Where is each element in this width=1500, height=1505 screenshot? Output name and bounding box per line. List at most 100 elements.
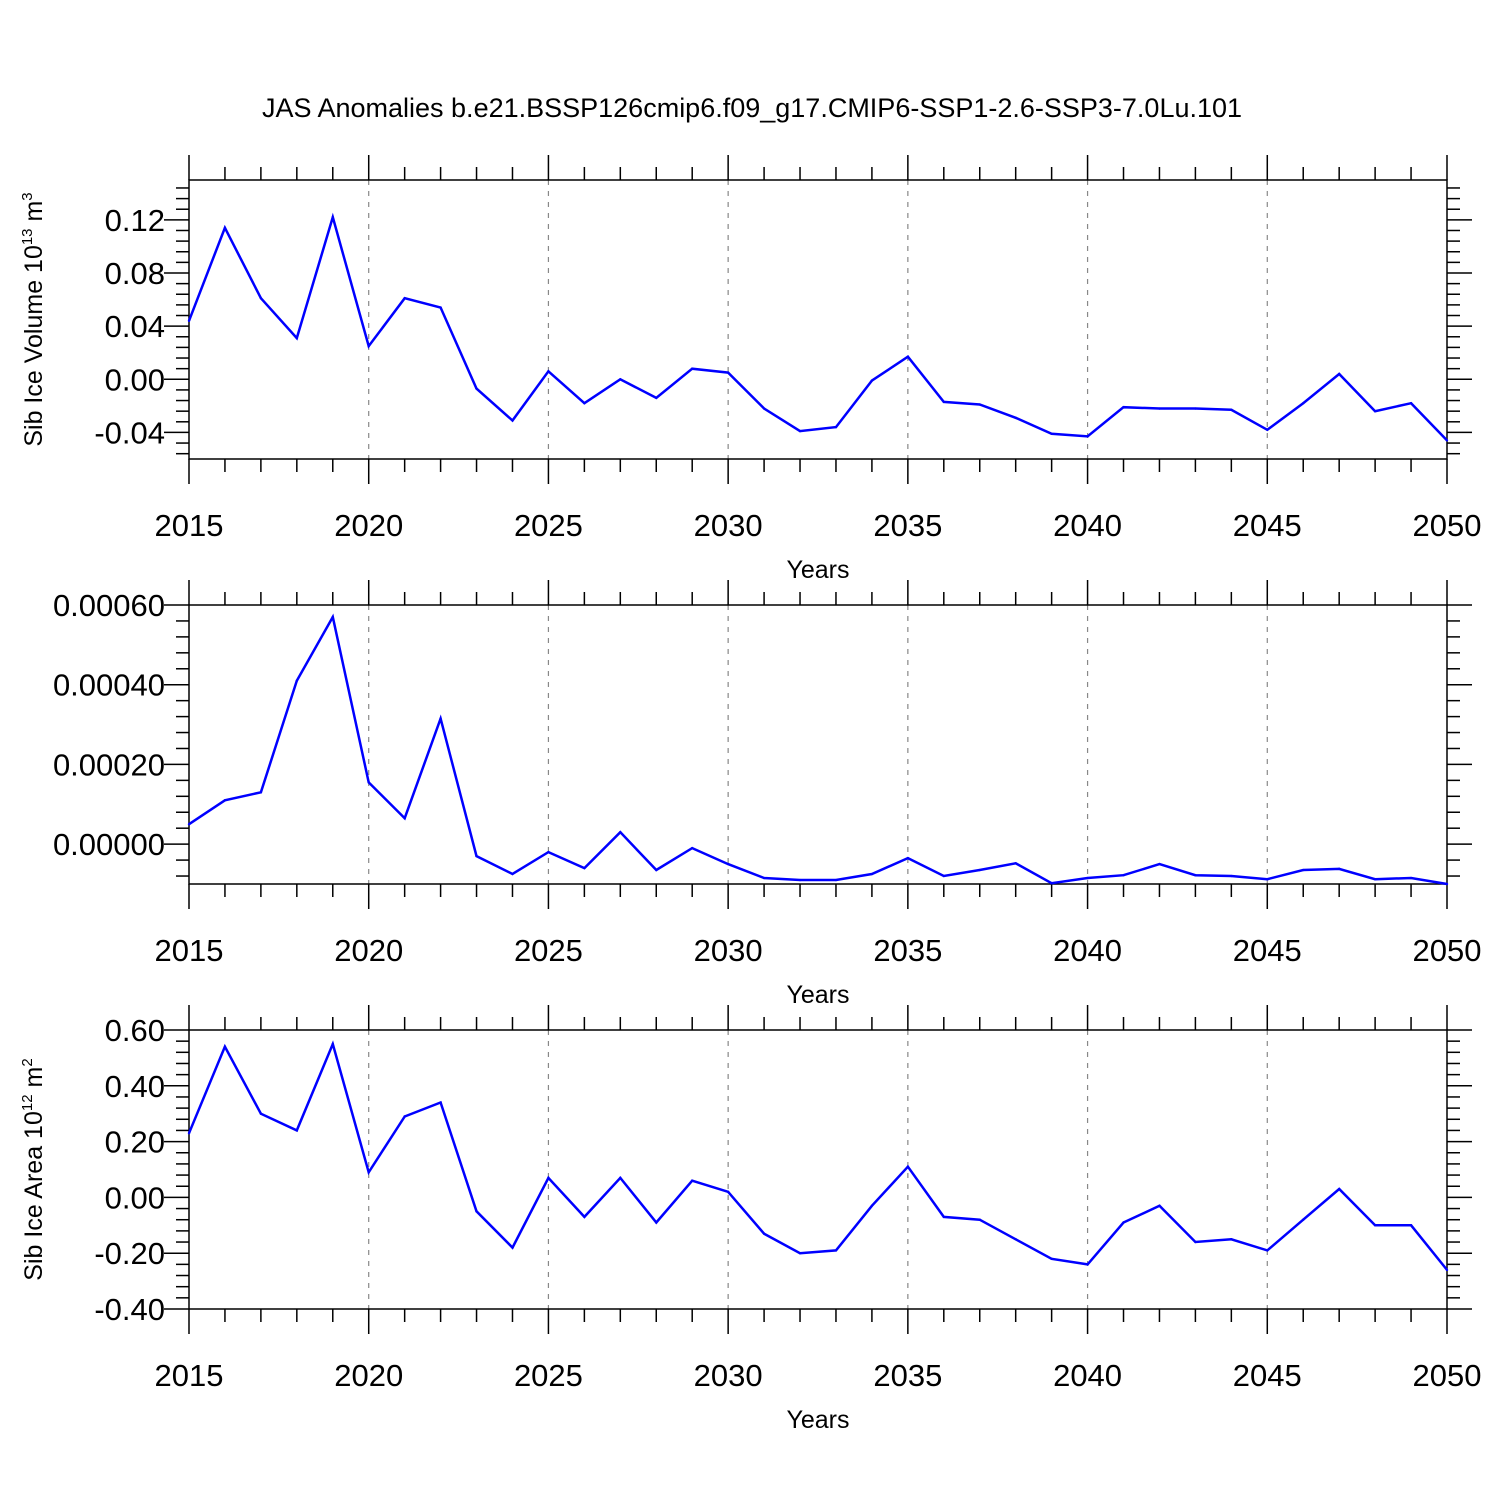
y-tick-label: -0.20 (94, 1236, 165, 1271)
data-point (1409, 1224, 1413, 1227)
y-tick-label: 0.00000 (53, 827, 165, 862)
data-point (223, 1045, 227, 1048)
data-point (834, 425, 838, 429)
x-tick-label: 2040 (1053, 1358, 1122, 1393)
x-tick-label: 2035 (873, 1358, 942, 1393)
data-point (762, 407, 766, 410)
y-axis-label-unit-exponent: 2 (19, 1058, 36, 1066)
data-point (1158, 862, 1161, 866)
y-tick-label: 0.12 (105, 203, 165, 238)
data-point (1302, 1218, 1305, 1221)
data-point (583, 1215, 586, 1219)
data-point (978, 403, 981, 406)
data-point (978, 1218, 981, 1221)
x-tick-label: 2035 (873, 933, 942, 968)
data-point (1158, 1204, 1161, 1207)
data-point (1086, 435, 1089, 438)
data-point (475, 1210, 478, 1213)
data-point (259, 1112, 263, 1115)
data-point (439, 1101, 442, 1104)
x-tick-label: 2025 (514, 933, 583, 968)
data-point (331, 1042, 334, 1046)
data-point (619, 1176, 622, 1180)
data-point (1373, 409, 1377, 413)
data-point (798, 1252, 802, 1255)
series-line-middle (188, 613, 1448, 886)
data-point (655, 1221, 658, 1224)
data-point (367, 344, 370, 348)
data-point (834, 1249, 838, 1252)
x-axis-label: Years (786, 1406, 849, 1434)
data-point (1409, 876, 1413, 880)
x-tick-label: 2050 (1413, 933, 1482, 968)
data-point (331, 216, 334, 219)
data-point (1050, 1257, 1053, 1260)
data-point (403, 817, 406, 820)
data-point (762, 1232, 766, 1235)
x-tick-label: 2030 (694, 933, 763, 968)
data-point (295, 336, 299, 340)
data-point (295, 679, 299, 682)
data-point (1337, 867, 1341, 871)
data-point (1373, 878, 1377, 881)
data-point (1409, 402, 1413, 405)
x-tick-label: 2020 (334, 508, 403, 543)
data-point (798, 429, 802, 433)
x-tick-label: 2020 (334, 933, 403, 968)
y-tick-label: 0.04 (105, 309, 165, 344)
data-point (187, 1132, 191, 1135)
data-point (1266, 1249, 1269, 1252)
data-point (691, 1179, 694, 1182)
data-point (475, 854, 478, 858)
x-tick-label: 2015 (155, 933, 224, 968)
y-axis-label-exponent: 12 (19, 1094, 36, 1111)
data-point (1050, 432, 1053, 435)
y-axis-label-unit: m (20, 1067, 48, 1095)
data-point (906, 355, 910, 358)
data-point (403, 1115, 406, 1118)
data-point (834, 878, 838, 882)
data-point (655, 868, 658, 872)
y-tick-label: 0.08 (105, 256, 165, 291)
chart-title: JAS Anomalies b.e21.BSSP126cmip6.f09_g17… (262, 93, 1242, 123)
data-point (942, 874, 945, 878)
data-point (1014, 862, 1017, 865)
data-point (367, 1171, 370, 1174)
data-point (1014, 416, 1017, 420)
data-point (583, 866, 586, 870)
data-point (1086, 876, 1089, 880)
data-point (1158, 407, 1161, 410)
x-axis-label: Years (786, 981, 849, 1009)
x-tick-label: 2030 (694, 508, 763, 543)
y-tick-label: 0.00020 (53, 747, 165, 782)
data-point (1014, 1238, 1017, 1241)
data-point (367, 781, 370, 784)
data-point (1050, 882, 1053, 885)
x-tick-label: 2020 (334, 1358, 403, 1393)
data-point (1230, 1238, 1233, 1241)
y-tick-label: 0.00 (105, 362, 165, 397)
data-point (1373, 1224, 1377, 1227)
data-point (870, 1204, 874, 1207)
data-point (691, 846, 694, 850)
data-point (223, 226, 227, 230)
data-point (511, 872, 514, 876)
y-tick-label: 0.60 (105, 1013, 165, 1048)
data-point (1194, 1240, 1197, 1244)
y-axis-label-exponent: 13 (19, 228, 36, 245)
data-point (619, 378, 622, 381)
panel-area: -0.40 -0.20 0.00 0.20 0.40 0.60 2015 2020 2025 20… (19, 1005, 1481, 1434)
data-point (187, 319, 191, 323)
plot-frame (188, 179, 1448, 460)
data-point (295, 1129, 299, 1132)
data-point (1194, 874, 1197, 877)
x-tick-label: 2045 (1233, 933, 1302, 968)
y-tick-label: 0.00040 (53, 668, 165, 703)
data-point (726, 862, 730, 866)
plot-frame (188, 1029, 1448, 1310)
data-point (1122, 874, 1125, 877)
data-point (978, 868, 981, 872)
data-point (942, 1215, 945, 1219)
data-point (1194, 407, 1197, 410)
x-tick-label: 2040 (1053, 933, 1122, 968)
